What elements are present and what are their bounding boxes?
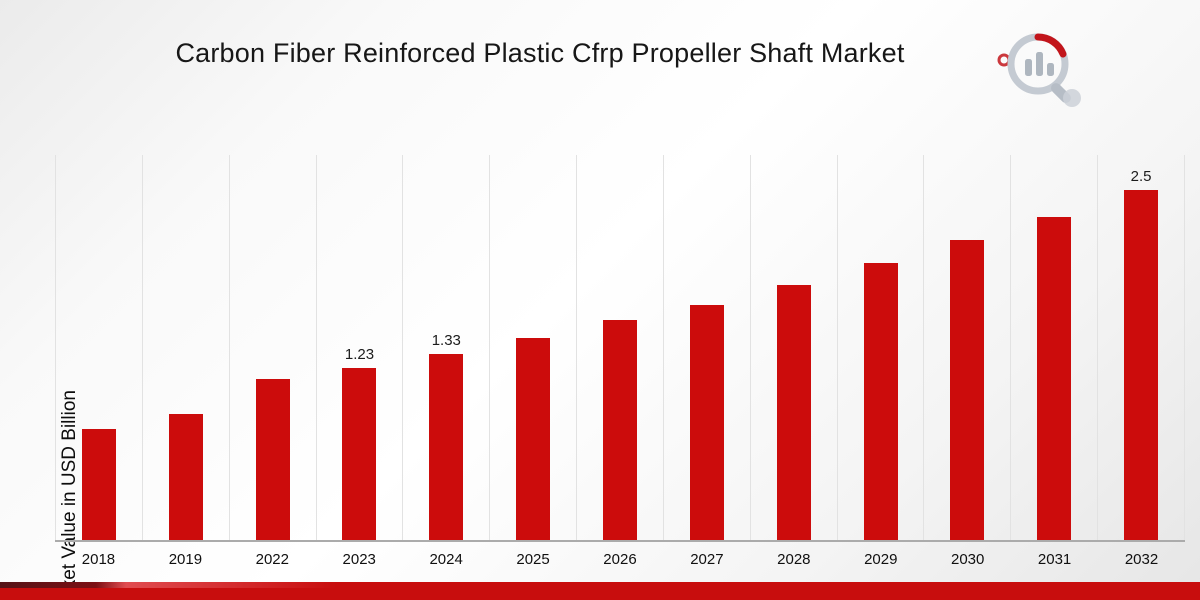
grid-cell-2029	[836, 155, 924, 540]
grid-cell-2028	[749, 155, 837, 540]
x-tick-2029: 2029	[864, 551, 898, 568]
grid-cell-2032: 2.5	[1097, 155, 1185, 540]
x-axis-labels: 2018 2019 2022 2023 2024 2025 2026 2027 2028 2029…	[55, 551, 1185, 568]
x-tick-2018: 2018	[81, 551, 116, 568]
bar-value-label-2023: 1.23	[344, 345, 375, 363]
x-tick-2026: 2026	[603, 551, 637, 568]
x-tick-2019: 2019	[168, 551, 203, 568]
bar-chart: Market Value in USD Billion 1.23 1.33 2.5 …	[55, 155, 1185, 600]
x-tick-2027: 2027	[690, 551, 724, 568]
x-tick-2024: 2024	[429, 551, 463, 568]
x-tick-2032: 2032	[1124, 551, 1159, 568]
grid-cell-2026	[576, 155, 663, 540]
x-tick-2028: 2028	[777, 551, 811, 568]
x-tick-2031: 2031	[1037, 551, 1072, 568]
x-tick-2025: 2025	[516, 551, 550, 568]
x-tick-2023: 2023	[342, 551, 376, 568]
bar-2031	[1037, 216, 1072, 540]
footer-red-band	[0, 588, 1200, 600]
x-tick-2030: 2030	[950, 551, 985, 568]
bar-2027	[689, 304, 724, 540]
grid-cell-2019	[141, 155, 229, 540]
grid-cell-2031	[1010, 155, 1097, 540]
bar-2026	[602, 320, 637, 540]
grid-cell-2030	[923, 155, 1010, 540]
grid-cell-2027	[662, 155, 750, 540]
footer-accent-stripe	[0, 582, 1200, 588]
bar-2022	[255, 379, 290, 540]
market-research-logo-icon	[997, 33, 1081, 107]
grid-cell-2022	[228, 155, 316, 540]
bar-2030	[950, 240, 985, 540]
bar-2025	[516, 338, 551, 540]
bar-2028	[776, 285, 811, 540]
bar-2018	[81, 429, 116, 540]
grid-cell-2023: 1.23	[315, 155, 403, 540]
plot-area: 1.23 1.33 2.5	[55, 155, 1185, 542]
chart-title: Carbon Fiber Reinforced Plastic Cfrp Pro…	[175, 38, 905, 68]
bar-2023	[342, 367, 377, 540]
bar-value-label-2032: 2.5	[1130, 168, 1152, 185]
footer-ribbon	[0, 582, 1200, 600]
bar-2029	[863, 262, 898, 540]
bar-value-label-2024: 1.33	[431, 331, 461, 349]
grid-cell-2024: 1.33	[402, 155, 489, 540]
bar-2032	[1124, 190, 1159, 540]
bar-2024	[429, 353, 464, 540]
x-tick-2022: 2022	[255, 551, 289, 568]
grid-cell-2025	[489, 155, 576, 540]
bar-2019	[168, 414, 203, 540]
grid-cell-2018	[55, 155, 142, 540]
